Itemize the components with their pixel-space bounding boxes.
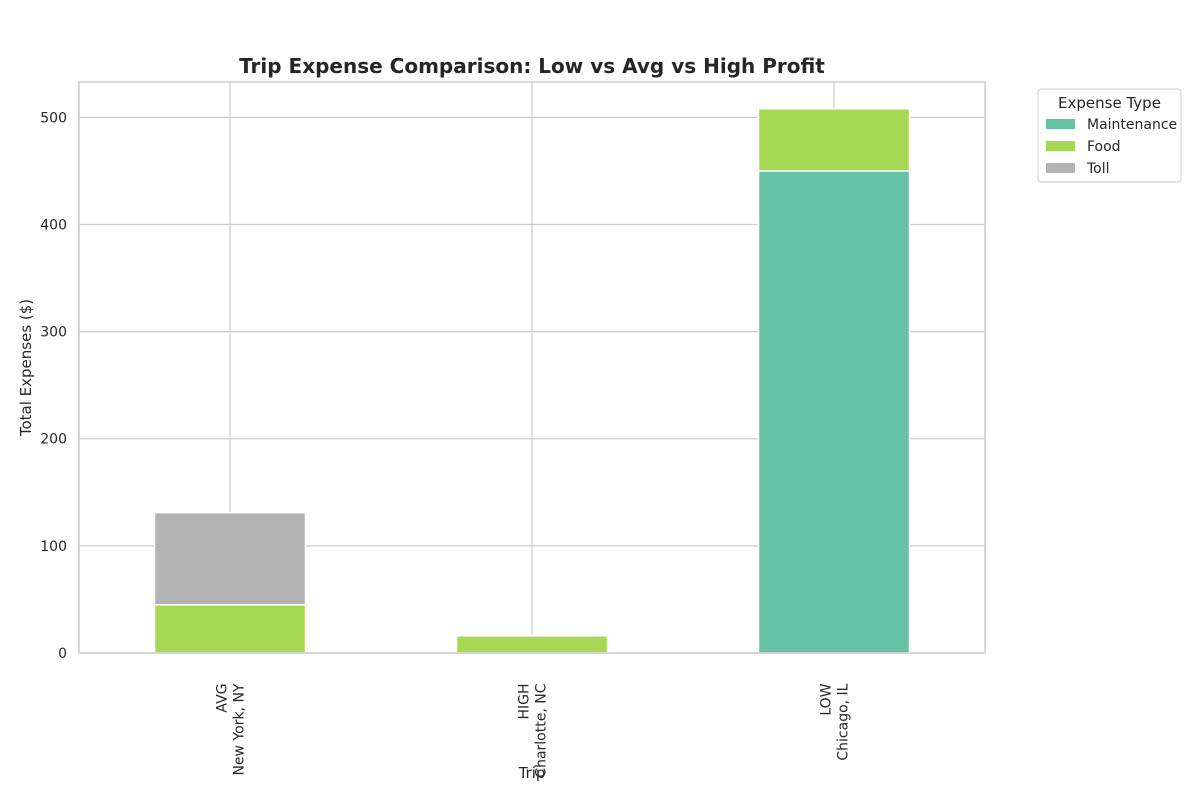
legend-swatch-maintenance	[1046, 119, 1075, 129]
bar-segment-toll	[153, 511, 307, 606]
x-tick-line: LOW	[819, 683, 835, 715]
bar-segment-food	[455, 635, 609, 654]
y-tick-label: 300	[40, 325, 67, 341]
legend: Expense Type Maintenance Food Toll	[1037, 88, 1182, 183]
bar-segment-food	[153, 604, 307, 654]
legend-label-maintenance: Maintenance	[1087, 117, 1177, 133]
y-tick-labels: 0 100 200 300 400 500	[40, 110, 67, 662]
legend-label-toll: Toll	[1086, 161, 1110, 177]
x-tick-label: HIGH Charlotte, NC	[517, 683, 550, 777]
y-tick-label: 0	[58, 646, 67, 662]
x-tick-labels: AVG New York, NY HIGH Charlotte, NC LOW Chica…	[215, 683, 852, 778]
legend-swatch-food	[1046, 141, 1075, 151]
bar-segment-food	[757, 108, 911, 172]
bars	[153, 108, 911, 654]
y-tick-label: 100	[40, 539, 67, 555]
x-tick-line: AVG	[215, 684, 231, 713]
x-tick-label: LOW Chicago, IL	[819, 683, 852, 760]
x-tick-line: Chicago, IL	[836, 683, 852, 760]
legend-items: Maintenance Food Toll	[1046, 117, 1177, 177]
y-tick-label: 200	[40, 432, 67, 448]
bar-segment-maintenance	[757, 170, 911, 654]
legend-label-food: Food	[1087, 139, 1121, 155]
y-axis-label: Total Expenses ($)	[17, 299, 35, 437]
x-tick-line: Charlotte, NC	[534, 683, 550, 777]
plot-frame	[78, 81, 986, 654]
x-tick-line: New York, NY	[232, 683, 248, 775]
x-tick-line: HIGH	[517, 684, 533, 720]
x-tick-label: AVG New York, NY	[215, 683, 248, 775]
legend-swatch-toll	[1046, 163, 1075, 173]
legend-title: Expense Type	[1058, 94, 1161, 112]
legend-box	[1037, 88, 1182, 183]
x-axis-label: Trip	[518, 764, 546, 782]
y-tick-label: 400	[40, 217, 67, 233]
y-tick-label: 500	[40, 110, 67, 126]
chart-title: Trip Expense Comparison: Low vs Avg vs H…	[239, 54, 825, 78]
